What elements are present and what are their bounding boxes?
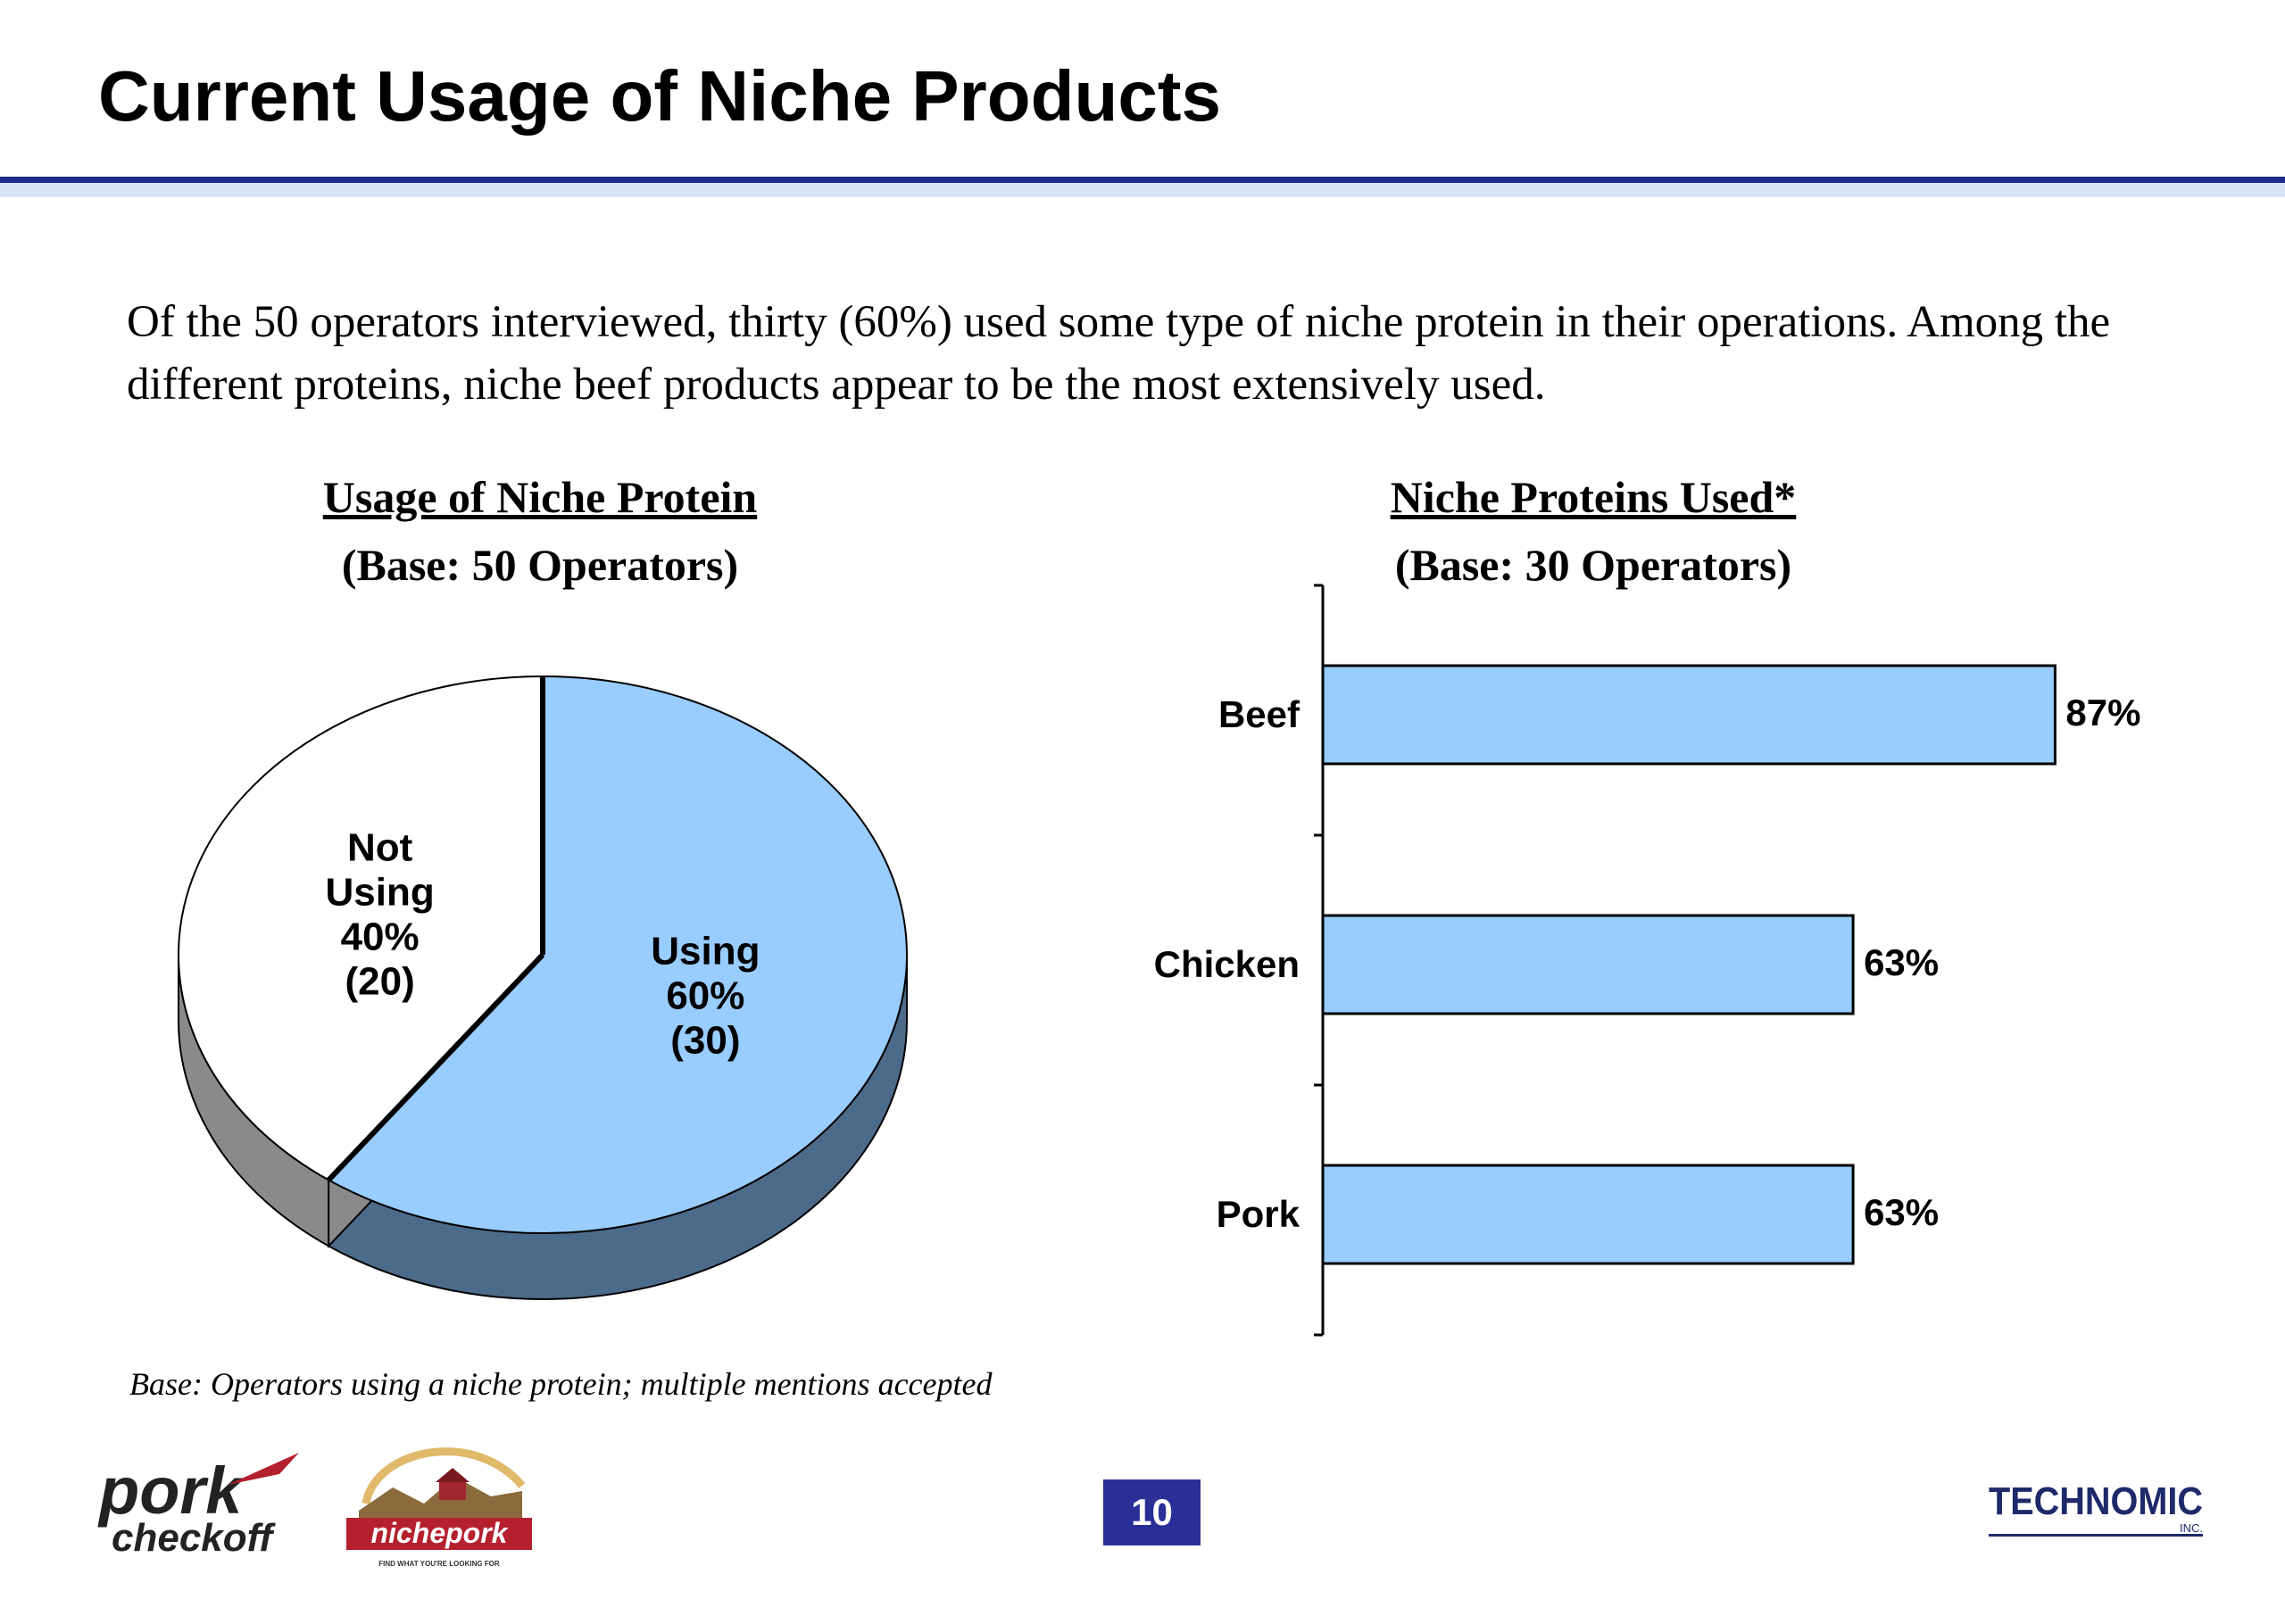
pie-slice-separator <box>327 952 545 1182</box>
pie-chart-title: Usage of Niche Protein <box>322 472 758 522</box>
bar-category-label-pork: Pork <box>1217 1193 1300 1235</box>
footnote: Base: Operators using a niche protein; m… <box>129 1366 993 1402</box>
pie-slice-label-2: Not Using 40% (20) <box>326 826 435 1004</box>
svg-text:TECHNOMIC: TECHNOMIC <box>1989 1479 2203 1523</box>
page-title: Current Usage of Niche Products <box>98 56 1222 136</box>
svg-text:FIND WHAT YOU'RE LOOKING FOR: FIND WHAT YOU'RE LOOKING FOR <box>378 1560 500 1568</box>
pie-label-line: Using <box>326 871 435 915</box>
pie-label-line: Not <box>347 826 413 870</box>
bar-beef <box>1321 664 2056 766</box>
bar-chicken <box>1321 914 1855 1015</box>
bar-category-label-chicken: Chicken <box>1154 943 1300 985</box>
bar-value-label-pork: 63% <box>1864 1191 1939 1233</box>
pie-chart: Using 60% (30)Not Using 40% (20) <box>178 675 908 1300</box>
pie-chart-subtitle: (Base: 50 Operators) <box>341 540 739 590</box>
intro-text: Of the 50 operators interviewed, thirty … <box>127 297 2111 410</box>
pie-label-line: 60% <box>666 974 744 1017</box>
title-divider-shadow <box>0 183 2285 197</box>
bar-value-label-beef: 87% <box>2065 692 2140 733</box>
technomic-logo: TECHNOMIC INC. <box>1989 1479 2203 1537</box>
pie-label-line: Using <box>651 929 760 973</box>
bar-chart-title: Niche Proteins Used* <box>1390 472 1797 522</box>
svg-text:nichepork: nichepork <box>371 1517 510 1549</box>
pie-slice-1 <box>327 675 908 1234</box>
bar-category-label-beef: Beef <box>1218 693 1300 735</box>
title-divider <box>0 177 2285 183</box>
pork-checkoff-logo: pork checkoff <box>97 1453 299 1560</box>
nichepork-logo: nichepork FIND WHAT YOU'RE LOOKING FOR <box>346 1447 532 1568</box>
bar-value-label-chicken: 63% <box>1864 941 1939 983</box>
bar-chart: Beef 87% Chicken 63% Pork 63% <box>1154 584 2140 1337</box>
svg-text:pork: pork <box>97 1454 245 1528</box>
svg-text:INC.: INC. <box>2180 1521 2203 1535</box>
svg-text:checkoff: checkoff <box>112 1516 276 1560</box>
pie-label-line: (30) <box>670 1018 740 1062</box>
pie-label-line: (20) <box>345 960 415 1004</box>
bar-pork <box>1321 1164 1855 1265</box>
page-number: 10 <box>1103 1479 1201 1545</box>
pie-label-line: 40% <box>341 916 420 959</box>
bar-chart-subtitle: (Base: 30 Operators) <box>1394 540 1792 590</box>
pie-slice-2 <box>178 675 544 1181</box>
pie-slice-label-1: Using 60% (30) <box>651 929 760 1062</box>
